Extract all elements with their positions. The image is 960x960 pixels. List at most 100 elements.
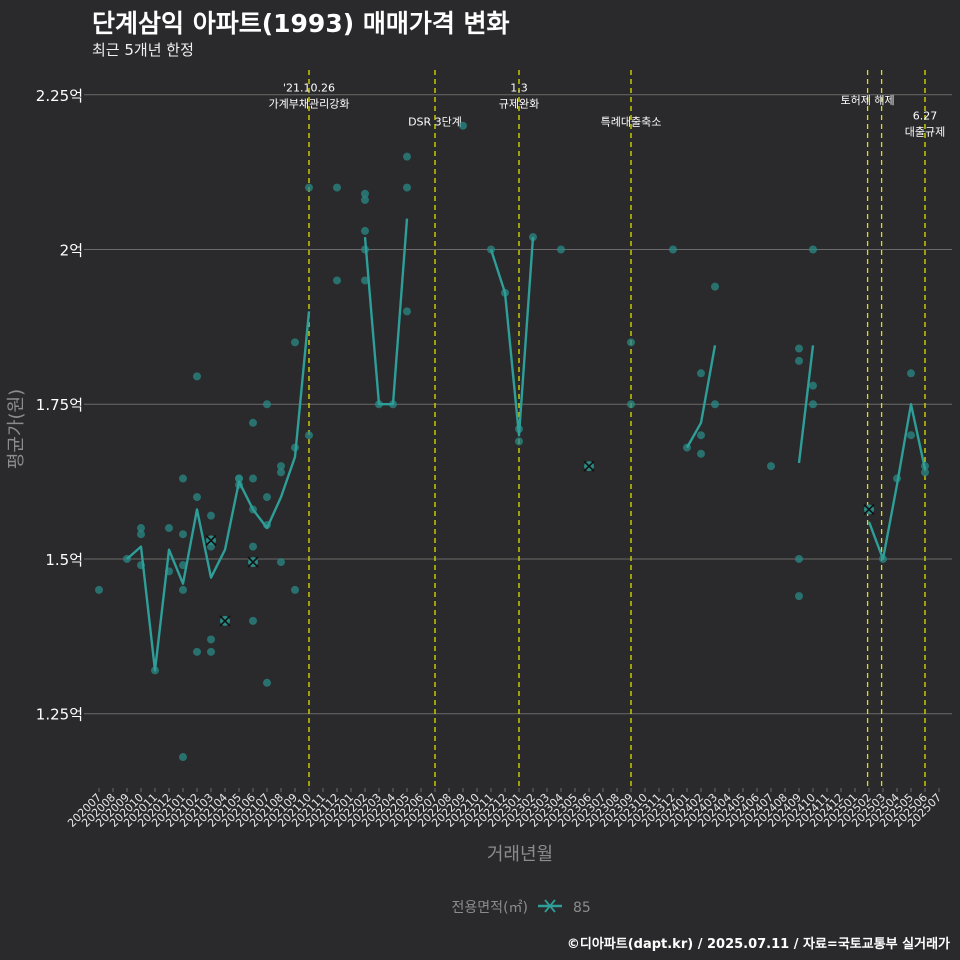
event-label-6-0: 6.27 bbox=[913, 110, 938, 123]
chart-title: 단계삼익 아파트(1993) 매매가격 변화 bbox=[92, 9, 510, 38]
series-line-0-4 bbox=[797, 345, 815, 464]
data-point-0-12 bbox=[179, 474, 187, 483]
data-point-0-75 bbox=[809, 400, 817, 409]
data-point-0-49 bbox=[403, 152, 411, 161]
x-axis-title: 거래년월 bbox=[487, 844, 553, 865]
series-line-0-2 bbox=[489, 237, 535, 437]
legend-label-0: 85 bbox=[573, 900, 591, 916]
data-point-0-35 bbox=[291, 338, 299, 347]
data-point-0-68 bbox=[767, 462, 775, 471]
event-label-1-0: DSR 3단계 bbox=[408, 116, 462, 129]
data-point-0-78 bbox=[907, 369, 915, 378]
data-point-0-73 bbox=[809, 245, 817, 254]
data-point-0-23 bbox=[249, 418, 257, 427]
x-marker-cross bbox=[863, 503, 875, 516]
y-tick-label-0: 1.25억 bbox=[36, 706, 83, 724]
x-marker-cross bbox=[247, 556, 259, 568]
event-label-0-0: '21.10.26 bbox=[283, 82, 335, 95]
event-label-3-0: 특례대출축소 bbox=[601, 116, 662, 129]
x-marker-0-0 bbox=[205, 534, 217, 546]
data-point-0-11 bbox=[179, 753, 187, 762]
y-tick-label-3: 2억 bbox=[60, 242, 83, 260]
x-marker-0-4 bbox=[863, 503, 875, 516]
data-point-0-38 bbox=[305, 183, 313, 192]
data-point-0-16 bbox=[207, 511, 215, 520]
data-point-0-21 bbox=[235, 474, 243, 483]
x-marker-0-3 bbox=[583, 460, 595, 472]
data-point-0-37 bbox=[291, 585, 299, 594]
data-point-0-39 bbox=[305, 431, 313, 440]
data-point-0-18 bbox=[207, 635, 215, 644]
data-point-0-79 bbox=[907, 431, 915, 440]
data-point-0-72 bbox=[795, 592, 803, 601]
data-point-0-31 bbox=[263, 678, 271, 687]
event-label-4-0: 토허제 해제 bbox=[841, 93, 895, 107]
event-label-2-0: 1.3 bbox=[510, 82, 528, 95]
y-tick-label-1: 1.5억 bbox=[45, 551, 83, 569]
data-point-0-24 bbox=[249, 474, 257, 483]
data-point-0-10 bbox=[179, 585, 187, 594]
data-point-0-64 bbox=[697, 431, 705, 440]
event-label-2-1: 규제완화 bbox=[499, 98, 539, 111]
data-point-0-40 bbox=[333, 183, 341, 192]
x-marker-0-1 bbox=[219, 615, 231, 627]
data-point-0-43 bbox=[361, 195, 369, 204]
data-point-0-29 bbox=[263, 493, 271, 502]
data-point-0-0 bbox=[95, 585, 103, 594]
data-point-0-59 bbox=[627, 338, 635, 347]
data-point-0-69 bbox=[795, 344, 803, 353]
data-point-0-58 bbox=[557, 245, 565, 254]
x-marker-cross bbox=[219, 615, 231, 627]
x-marker-0-2 bbox=[247, 556, 259, 568]
data-point-0-66 bbox=[711, 282, 719, 291]
data-point-0-8 bbox=[179, 530, 187, 539]
data-point-0-3 bbox=[137, 530, 145, 539]
data-point-0-50 bbox=[403, 183, 411, 192]
data-point-0-13 bbox=[193, 372, 201, 381]
series-line-0-0 bbox=[126, 311, 311, 672]
chart-subtitle: 최근 5개년 한정 bbox=[92, 41, 194, 59]
series-line-0-5 bbox=[867, 403, 927, 561]
data-point-0-52 bbox=[459, 121, 467, 130]
data-point-0-34 bbox=[277, 558, 285, 567]
data-point-0-26 bbox=[249, 542, 257, 551]
legend-x-icon bbox=[544, 899, 556, 913]
series-line-0-3 bbox=[685, 345, 717, 449]
data-point-0-32 bbox=[277, 462, 285, 471]
y-axis-title: 평균가(원) bbox=[6, 389, 27, 469]
data-point-0-70 bbox=[795, 356, 803, 365]
event-label-6-1: 대출규제 bbox=[905, 126, 945, 139]
data-point-0-2 bbox=[137, 524, 145, 533]
data-point-0-63 bbox=[697, 369, 705, 378]
data-point-0-46 bbox=[361, 276, 369, 285]
data-point-0-41 bbox=[333, 276, 341, 285]
data-point-0-67 bbox=[711, 400, 719, 409]
data-point-0-61 bbox=[669, 245, 677, 254]
data-point-0-28 bbox=[263, 400, 271, 409]
legend-title: 전용면적(㎡) bbox=[452, 900, 528, 916]
data-point-0-56 bbox=[515, 437, 523, 446]
event-label-0-1: 가계부채관리강화 bbox=[269, 98, 350, 111]
data-point-0-14 bbox=[193, 493, 201, 502]
data-point-0-51 bbox=[403, 307, 411, 316]
series-line-0-1 bbox=[363, 218, 409, 406]
x-marker-cross bbox=[205, 534, 217, 546]
data-point-0-42 bbox=[361, 189, 369, 198]
data-point-0-60 bbox=[627, 400, 635, 409]
x-marker-cross bbox=[583, 460, 595, 472]
data-point-0-6 bbox=[165, 524, 173, 533]
data-point-0-33 bbox=[277, 468, 285, 477]
y-tick-label-2: 1.75억 bbox=[36, 396, 83, 414]
data-point-0-27 bbox=[249, 616, 257, 625]
data-point-0-44 bbox=[361, 226, 369, 235]
data-point-0-15 bbox=[193, 647, 201, 656]
data-point-0-81 bbox=[921, 468, 929, 477]
source-caption: ©디아파트(dapt.kr) / 2025.07.11 / 자료=국토교통부 실… bbox=[566, 937, 950, 952]
data-point-0-19 bbox=[207, 647, 215, 656]
data-point-0-65 bbox=[697, 449, 705, 458]
y-tick-label-4: 2.25억 bbox=[36, 87, 83, 105]
data-point-0-74 bbox=[809, 381, 817, 390]
data-point-0-71 bbox=[795, 554, 803, 563]
